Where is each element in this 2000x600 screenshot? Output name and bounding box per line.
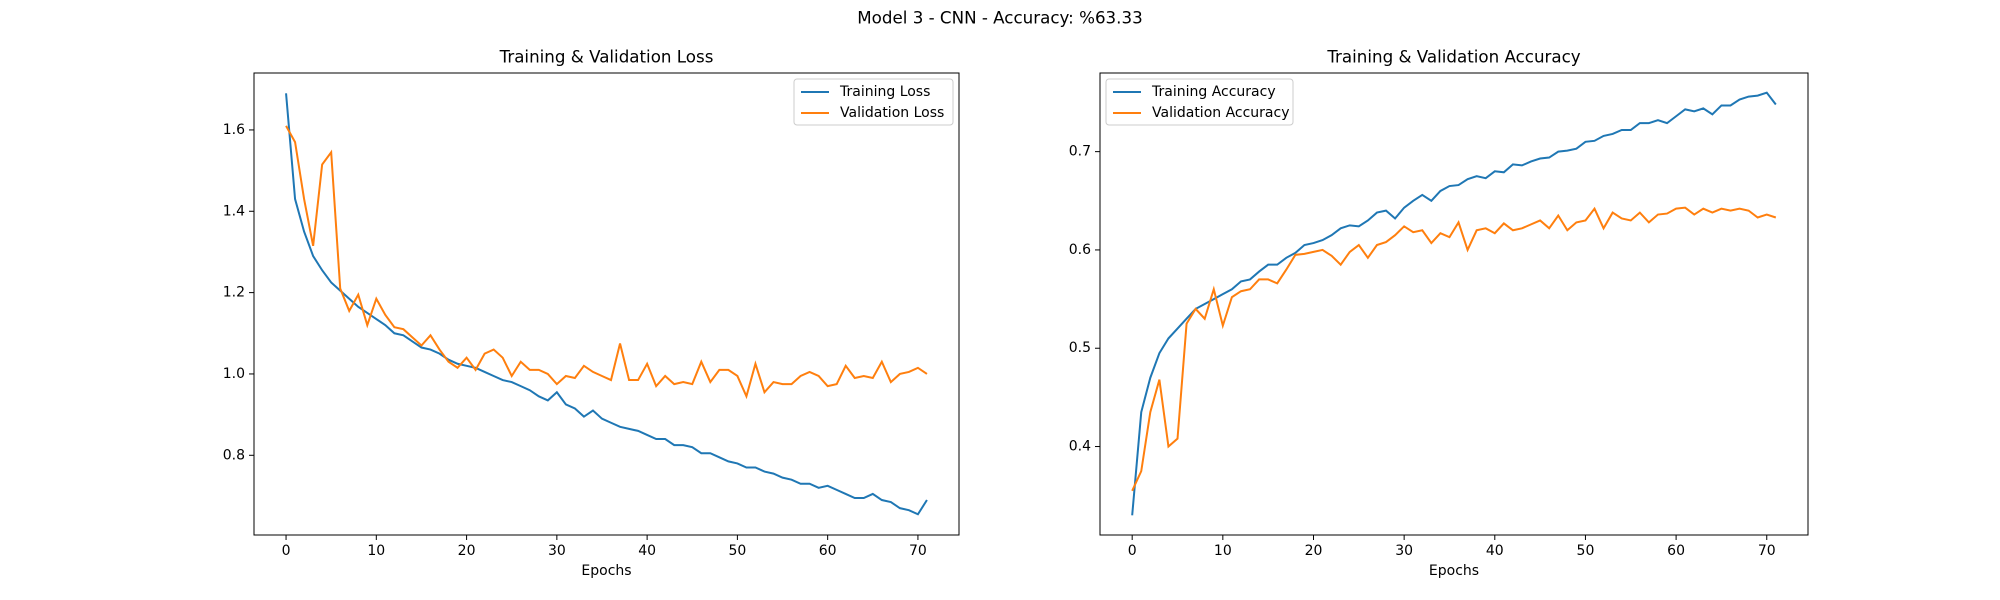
x-tick-label: 40 (638, 543, 656, 559)
y-tick-label: 0.6 (1069, 242, 1091, 258)
y-tick-label: 0.8 (223, 447, 245, 463)
x-tick-label: 60 (819, 543, 837, 559)
axes-title: Training & Validation Loss (499, 47, 714, 67)
data-line (1131, 91, 1777, 516)
x-tick-label: 70 (1758, 543, 1776, 559)
x-axis-label: Epochs (581, 563, 631, 579)
data-line (285, 125, 928, 400)
y-tick-label: 1.0 (223, 366, 245, 382)
x-tick-label: 70 (909, 543, 927, 559)
axes-frame (253, 72, 960, 536)
y-tick-label: 1.4 (223, 203, 245, 219)
x-tick-label: 10 (1214, 543, 1232, 559)
y-tick-label: 1.2 (223, 285, 245, 301)
y-tick-label: 0.5 (1069, 340, 1091, 356)
legend-label: Training Loss (839, 84, 930, 100)
x-tick-label: 20 (1305, 543, 1323, 559)
figure-title: Model 3 - CNN - Accuracy: %63.33 (857, 8, 1142, 28)
y-tick-label: 1.6 (223, 122, 245, 138)
x-tick-label: 50 (1577, 543, 1595, 559)
x-tick-label: 30 (548, 543, 566, 559)
x-tick-label: 20 (458, 543, 476, 559)
x-tick-label: 10 (367, 543, 385, 559)
data-line (285, 93, 928, 516)
x-tick-label: 0 (1128, 543, 1137, 559)
y-tick-label: 0.4 (1069, 439, 1091, 455)
legend-label: Training Accuracy (1151, 84, 1276, 100)
legend-label: Validation Accuracy (1152, 105, 1290, 121)
y-tick-label: 0.7 (1069, 144, 1091, 160)
axes-title: Training & Validation Accuracy (1326, 47, 1580, 67)
data-line (1131, 206, 1777, 492)
x-tick-label: 60 (1667, 543, 1685, 559)
legend-box (793, 78, 954, 126)
axes-frame (1099, 72, 1809, 536)
legend-label: Validation Loss (840, 105, 944, 121)
x-tick-label: 30 (1395, 543, 1413, 559)
legend-box (1105, 78, 1294, 126)
x-axis-label: Epochs (1429, 563, 1479, 579)
x-tick-label: 0 (282, 543, 291, 559)
x-tick-label: 40 (1486, 543, 1504, 559)
x-tick-label: 50 (728, 543, 746, 559)
